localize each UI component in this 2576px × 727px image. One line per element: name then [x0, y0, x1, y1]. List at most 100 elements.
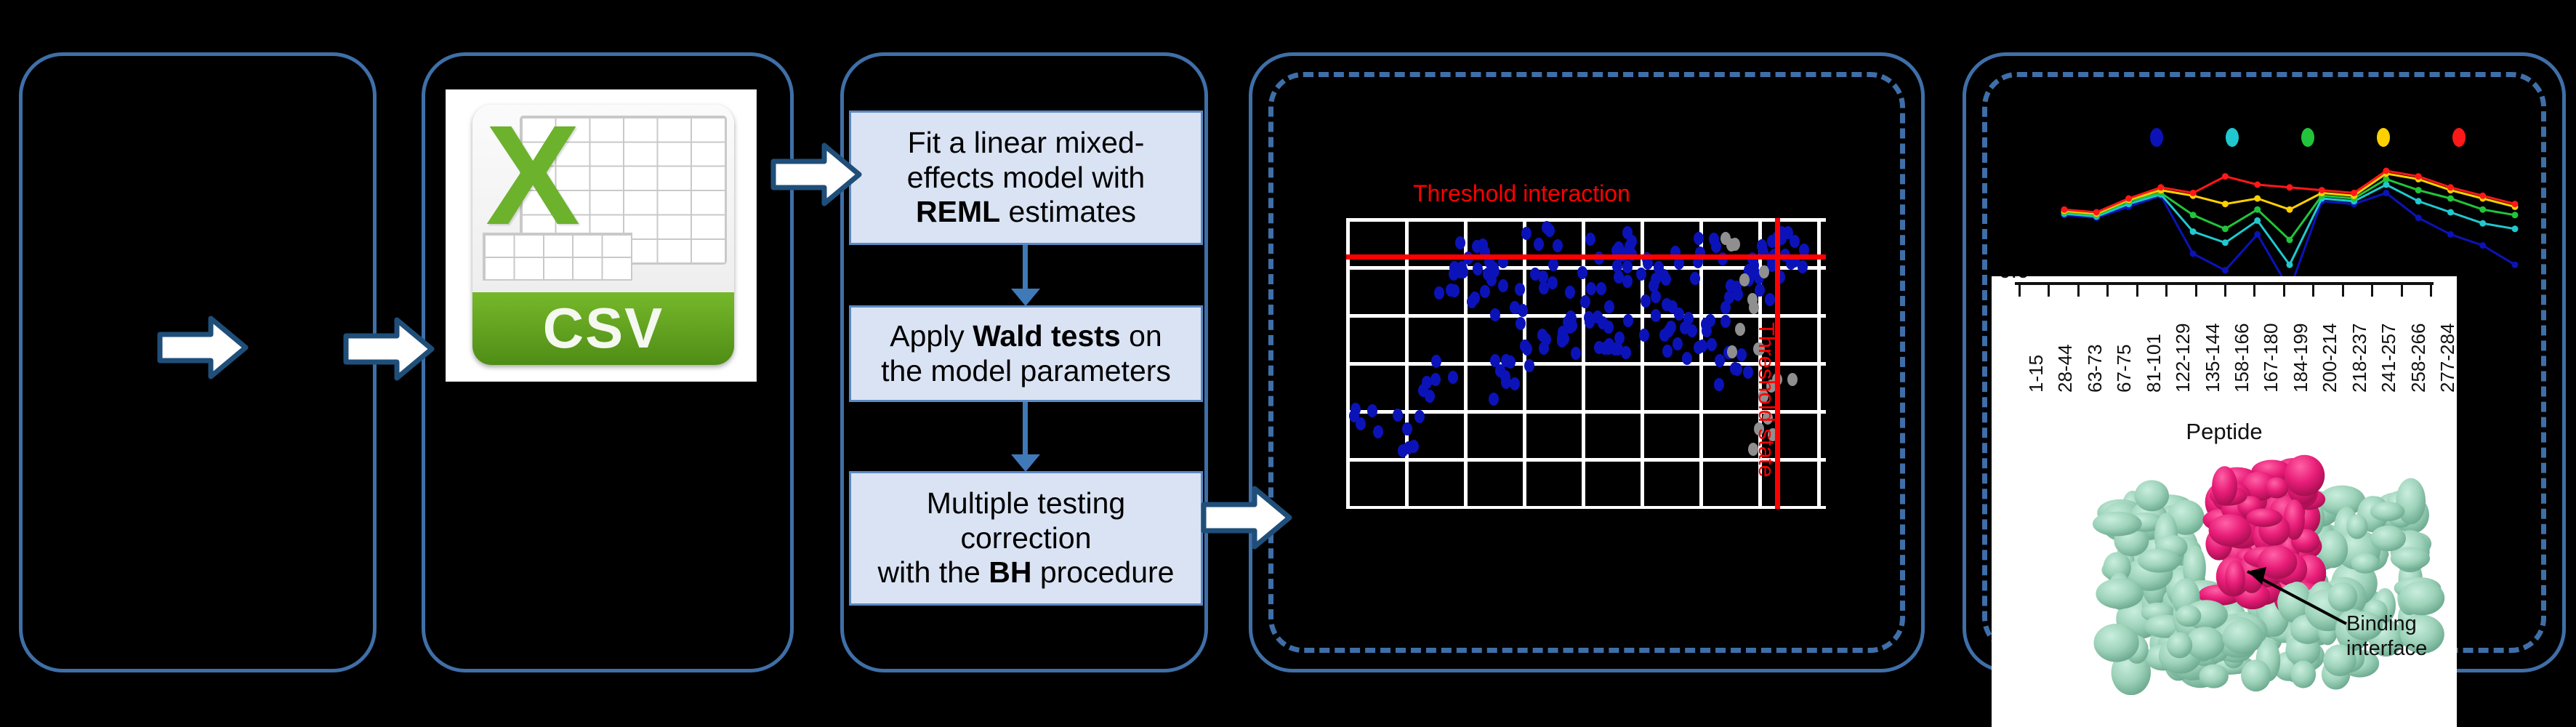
volcano-point [1758, 389, 1768, 403]
step-bh-correction: Multiple testing correction with the BH … [849, 471, 1203, 606]
volcano-point [1516, 317, 1526, 331]
surface-blob [2225, 560, 2245, 596]
volcano-point [1714, 378, 1725, 392]
volcano-point [1486, 273, 1497, 286]
arrow-csv-to-stats [770, 140, 862, 209]
volcano-point [1404, 441, 1414, 454]
arrow-input-to-csv [343, 314, 435, 384]
profile-marker [2415, 214, 2422, 222]
volcano-point [1724, 291, 1735, 304]
y-tick-label: 0.0 [1999, 276, 2029, 284]
volcano-point [1787, 373, 1798, 387]
volcano-point [1759, 265, 1770, 279]
x-tick [2312, 285, 2315, 297]
volcano-point [1431, 355, 1442, 369]
surface-blob [2346, 514, 2368, 539]
volcano-point [1367, 403, 1378, 417]
volcano-point [1472, 262, 1483, 276]
volcano-point [1748, 443, 1759, 457]
step-wald-tests: Apply Wald tests on the model parameters [849, 305, 1203, 402]
x-axis-ticks [2015, 285, 2434, 297]
volcano-point [1622, 313, 1633, 327]
profile-line-svg [2061, 167, 2519, 293]
surface-blob [2399, 580, 2445, 616]
volcano-point [1592, 310, 1603, 324]
volcano-point [1622, 274, 1633, 288]
surface-blob [2257, 545, 2298, 579]
volcano-point [1622, 260, 1633, 274]
volcano-point [1674, 308, 1685, 321]
volcano-point [1763, 411, 1774, 425]
volcano-point [1455, 236, 1465, 249]
volcano-point [1570, 346, 1581, 360]
volcano-point [1604, 300, 1615, 313]
surface-blob [2208, 514, 2252, 547]
profile-marker [2286, 206, 2293, 213]
profile-marker [2093, 209, 2100, 216]
surface-blob [2199, 664, 2229, 688]
volcano-point [1372, 425, 1383, 439]
volcano-point [1490, 308, 1501, 322]
volcano-point [1672, 337, 1683, 350]
threshold-interaction-label: Threshold interaction [1413, 180, 1630, 206]
step3-line1: Multiple testing [926, 486, 1126, 521]
csv-file-icon: X CSV [446, 90, 756, 381]
profile-marker [2479, 242, 2487, 249]
volcano-point [1650, 308, 1661, 322]
x-axis-title: Peptide [2186, 419, 2263, 444]
profile-marker [2383, 175, 2390, 182]
volcano-point [1790, 234, 1800, 248]
volcano-point [1505, 355, 1516, 369]
x-tick [2224, 285, 2226, 297]
volcano-point [1488, 261, 1499, 275]
volcano-point [1641, 294, 1651, 308]
volcano-point [1594, 341, 1605, 355]
surface-blob [2317, 530, 2348, 569]
volcano-point [1743, 365, 1754, 379]
volcano-point [1519, 340, 1530, 353]
step1-bold: REML [916, 195, 1001, 229]
volcano-point [1585, 281, 1596, 295]
profile-marker [2351, 189, 2358, 196]
surface-blob [2327, 582, 2358, 612]
volcano-point [1714, 353, 1725, 367]
volcano-point [1584, 316, 1595, 329]
surface-blob [2246, 508, 2282, 527]
threshold-state-line [1775, 218, 1780, 509]
surface-blob [2400, 614, 2444, 654]
x-tick [2341, 285, 2344, 297]
step-fit-model: Fit a linear mixed- effects model with R… [849, 111, 1203, 245]
volcano-point [1497, 278, 1508, 292]
surface-blob [2390, 547, 2431, 570]
surface-blob [2138, 548, 2181, 573]
volcano-point [1556, 332, 1567, 345]
profile-marker [2221, 267, 2229, 274]
volcano-point [1726, 238, 1736, 252]
surface-blob [2185, 627, 2225, 660]
volcano-point [1693, 231, 1704, 245]
step3-bold: BH [989, 555, 1032, 590]
volcano-point [1755, 284, 1766, 297]
volcano-point [1393, 408, 1404, 422]
x-tick [2430, 285, 2432, 297]
profile-marker [2221, 173, 2229, 180]
profile-marker [2286, 261, 2293, 268]
step2-post: on [1120, 318, 1162, 353]
volcano-point [1564, 285, 1575, 299]
protein-structure-render [2092, 454, 2445, 695]
threshold-interaction-line [1346, 254, 1826, 260]
surface-blob [2346, 611, 2383, 640]
x-tick [2106, 285, 2109, 297]
volcano-point [1690, 271, 1701, 285]
profile-marker [2254, 195, 2261, 202]
profile-marker [2125, 195, 2133, 202]
surface-blob [2351, 553, 2380, 574]
volcano-point [1764, 293, 1775, 307]
volcano-point [1731, 281, 1742, 294]
volcano-point [1510, 301, 1521, 314]
step2-line2: the model parameters [881, 353, 1171, 387]
profile-marker [2254, 206, 2261, 213]
volcano-point [1638, 329, 1649, 342]
volcano-point [1552, 238, 1563, 252]
x-tick [2136, 285, 2138, 297]
